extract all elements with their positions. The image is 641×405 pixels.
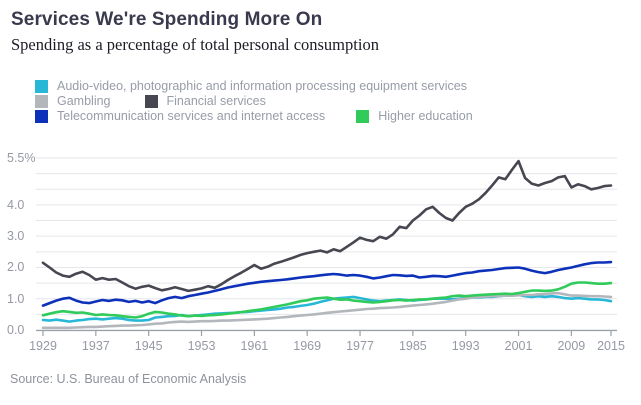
series-line-financial-services (41, 159, 613, 293)
x-tick-label: 1969 (293, 339, 322, 353)
legend-label: Gambling (57, 94, 111, 108)
page-subtitle: Spending as a percentage of total person… (11, 35, 379, 54)
legend-item-financial-services: Financial services (144, 94, 266, 108)
y-tick-label: 2.0 (7, 260, 25, 275)
y-tick-label: 5.5% (7, 151, 36, 165)
series-line-telecommunication (41, 260, 613, 307)
page-title: Services We're Spending More On (11, 9, 323, 30)
y-tick-label: 4.0 (7, 197, 25, 212)
series-lines (41, 159, 613, 330)
x-tick-label: 1961 (240, 339, 269, 353)
x-tick-label: 1937 (81, 339, 110, 353)
legend-label: Financial services (166, 94, 266, 108)
legend-label: Audio-video, photographic and informatio… (57, 79, 467, 93)
legend-label: Higher education (378, 109, 473, 123)
source-note: Source: U.S. Bureau of Economic Analysis (10, 372, 247, 386)
legend-row: Telecommunication services and internet … (35, 109, 473, 123)
x-tick-label: 2015 (597, 339, 625, 353)
series-line-gambling (41, 291, 613, 330)
legend-row: Audio-video, photographic and informatio… (35, 79, 467, 93)
legend-swatch-financial-services (144, 94, 158, 108)
x-tick-label: 1977 (346, 339, 374, 353)
legend-item-audio-video: Audio-video, photographic and informatio… (35, 79, 467, 93)
legend-swatch-audio-video (35, 79, 48, 93)
legend-row: Gambling Financial services (35, 94, 266, 108)
legend-item-higher-education: Higher education (356, 109, 473, 123)
legend-swatch-telecommunication (35, 109, 48, 123)
legend-label: Telecommunication services and internet … (57, 109, 326, 123)
legend-item-telecommunication: Telecommunication services and internet … (35, 109, 325, 123)
legend-item-gambling: Gambling (35, 94, 111, 108)
y-tick-label: 3.0 (7, 229, 25, 244)
x-tick-label: 1945 (134, 339, 163, 353)
y-tick-label: 0.0 (7, 323, 25, 337)
x-tick-label: 2009 (557, 339, 586, 353)
x-tick-label: 1929 (29, 339, 57, 353)
series-line-higher-education (41, 281, 613, 319)
x-tick-label: 2001 (504, 339, 533, 353)
y-tick-label: 1.0 (7, 291, 25, 306)
x-tick-label: 1985 (398, 339, 427, 353)
legend-swatch-gambling (35, 94, 48, 108)
gridlines (36, 157, 617, 331)
x-axis (36, 329, 617, 336)
legend-swatch-higher-education (356, 109, 370, 123)
x-tick-label: 1953 (187, 339, 216, 353)
x-tick-label: 1993 (451, 339, 480, 353)
